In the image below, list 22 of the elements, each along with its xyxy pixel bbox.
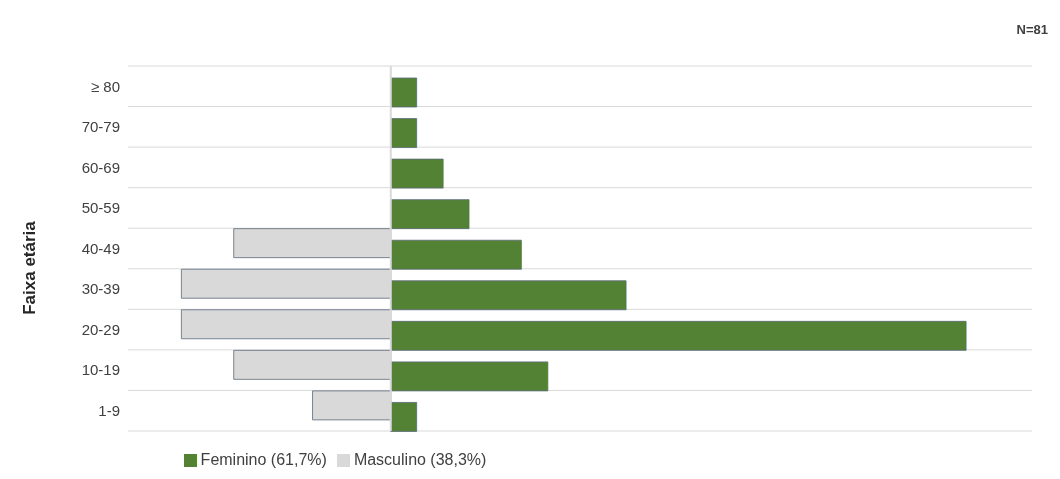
y-axis-title: Faixa etária (20, 220, 40, 315)
y-tick-label: 50-59 (81, 199, 120, 217)
legend-label: Masculino (38,3%) (353, 451, 487, 468)
text: N=81 (1016, 22, 1048, 37)
bar (390, 239, 522, 270)
y-tick-label: ≥ 80 (90, 77, 120, 95)
bar (390, 158, 444, 189)
y-tick-label: 70-79 (81, 118, 120, 136)
y-tick-label: 60-69 (81, 158, 120, 176)
y-tick-label: 10-19 (81, 361, 120, 379)
bar (390, 361, 549, 392)
legend-label: Feminino (61,7%) (200, 451, 327, 468)
bar (390, 402, 418, 432)
bar (390, 199, 470, 230)
bar (390, 280, 627, 311)
bar (390, 320, 967, 351)
y-tick-label: 40-49 (81, 239, 120, 257)
bar (390, 118, 418, 148)
bar (390, 77, 418, 108)
y-tick-label: 20-29 (81, 320, 120, 338)
y-tick-label: 30-39 (81, 280, 120, 298)
y-tick-label: 1-9 (98, 402, 120, 420)
